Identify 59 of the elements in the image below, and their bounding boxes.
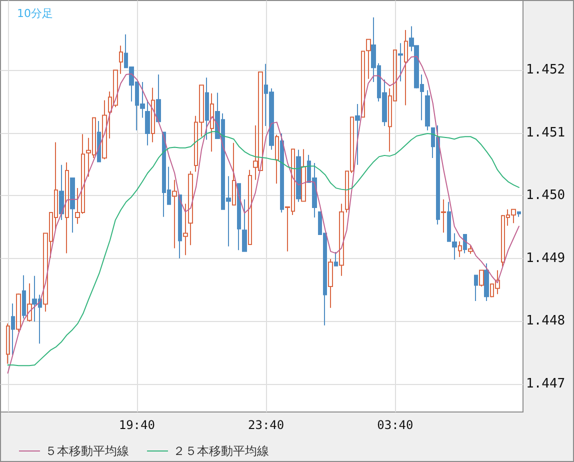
candlestick	[425, 90, 430, 131]
candlestick	[237, 183, 241, 251]
candlestick	[296, 149, 301, 202]
candlestick	[16, 292, 21, 332]
candlestick	[97, 120, 101, 162]
candlestick	[404, 29, 408, 106]
candlestick	[361, 50, 365, 118]
candlestick	[458, 240, 462, 258]
candlestick	[366, 38, 371, 80]
candlestick	[355, 104, 360, 166]
candlestick	[27, 282, 32, 322]
candlestick	[183, 203, 188, 256]
candlestick	[178, 194, 182, 259]
candlestick	[232, 142, 236, 206]
legend-label: ２５本移動平均線	[173, 444, 269, 458]
candlestick	[65, 162, 69, 254]
x-tick-label: 03:40	[377, 418, 414, 432]
y-tick-label: 1.450	[526, 188, 566, 204]
candlestick	[328, 258, 333, 308]
y-tick-label: 1.449	[526, 250, 566, 266]
candlestick	[275, 134, 279, 184]
candlestick	[102, 100, 107, 160]
candlestick	[145, 100, 150, 146]
line-series	[7, 56, 520, 374]
candlestick	[242, 198, 247, 252]
candlestick	[22, 274, 26, 320]
candlestick	[70, 178, 75, 234]
candlestick	[474, 274, 478, 302]
candlestick	[210, 92, 214, 152]
candlestick	[441, 198, 446, 234]
candlestick	[334, 252, 338, 266]
candlestick	[172, 179, 177, 249]
line-series	[7, 131, 520, 366]
candlestick	[517, 211, 521, 218]
candlestick	[119, 45, 123, 74]
y-tick-label: 1.451	[526, 125, 566, 140]
y-tick-label: 1.448	[526, 314, 566, 329]
candlestick	[151, 87, 155, 143]
candlestick	[156, 74, 161, 122]
candlestick	[59, 164, 64, 221]
y-tick-label: 1.447	[526, 376, 566, 392]
x-tick-label: 23:40	[248, 418, 284, 432]
y-tick-label: 1.452	[526, 62, 566, 78]
x-tick-label: 19:40	[118, 418, 155, 432]
candlestick	[280, 132, 284, 214]
candlestick	[339, 203, 344, 276]
candlestick	[248, 169, 252, 246]
candlestick	[398, 42, 403, 82]
candlestick	[6, 323, 10, 364]
candlestick	[479, 270, 484, 288]
candlestick	[205, 77, 209, 140]
candlestick	[484, 262, 489, 302]
candlestick	[188, 170, 193, 246]
candlestick	[468, 245, 473, 254]
candlestick	[301, 148, 306, 202]
candlestick	[463, 234, 467, 254]
legend-label: ５本移動平均線	[45, 444, 129, 458]
candlestick	[11, 302, 15, 356]
text: 10分足	[17, 7, 53, 20]
